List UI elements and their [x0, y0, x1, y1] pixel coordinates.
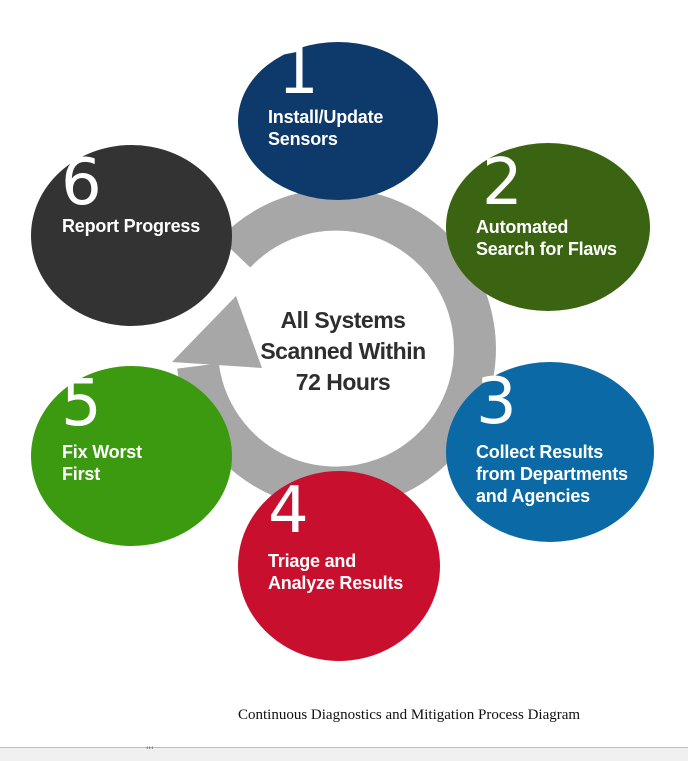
- step-number: 2: [482, 146, 523, 220]
- center-label: All Systems Scanned Within 72 Hours: [248, 305, 438, 398]
- cycle-ring-arc-body: [177, 188, 496, 509]
- step-number: 1: [278, 35, 319, 109]
- bottom-scroll-bar[interactable]: ''': [0, 746, 688, 761]
- step-2-automated-search: 2 Automated Search for Flaws: [446, 143, 650, 311]
- step-label-line: and Agencies: [476, 486, 590, 506]
- step-label-line: Search for Flaws: [476, 239, 617, 259]
- cycle-arrowhead: [172, 296, 262, 368]
- step-label: Triage and Analyze Results: [268, 550, 403, 594]
- figure-caption-text: Continuous Diagnostics and Mitigation Pr…: [238, 707, 581, 723]
- step-label-line: Fix Worst: [62, 442, 142, 462]
- step-1-install-update-sensors: 1 Install/Update Sensors: [238, 35, 438, 200]
- step-label-line: Collect Results: [476, 442, 604, 462]
- step-label: Automated Search for Flaws: [476, 216, 617, 260]
- step-label-line: Install/Update: [268, 107, 384, 127]
- step-number: 3: [476, 365, 517, 439]
- step-number: 4: [268, 474, 309, 548]
- step-label: Fix Worst First: [62, 441, 142, 485]
- step-label: Install/Update Sensors: [268, 106, 383, 150]
- step-label-line: Triage and: [268, 551, 357, 571]
- step-label-line: Automated: [476, 217, 569, 237]
- step-label-line: from Departments: [476, 464, 628, 484]
- scroll-marker: ''': [146, 746, 154, 756]
- step-number: 5: [61, 367, 102, 441]
- step-label: Collect Results from Departments and Age…: [476, 441, 628, 507]
- center-label-line-2: Scanned Within: [260, 338, 426, 364]
- step-label-line: Report Progress: [62, 216, 201, 236]
- step-4-triage-analyze: 4 Triage and Analyze Results: [238, 471, 440, 661]
- step-6-report-progress: 6 Report Progress: [31, 145, 232, 326]
- step-label-line: First: [62, 464, 101, 484]
- step-5-fix-worst-first: 5 Fix Worst First: [31, 366, 232, 546]
- step-label-line: Analyze Results: [268, 573, 404, 593]
- center-label-line-1: All Systems: [280, 307, 406, 333]
- center-label-line-3: 72 Hours: [295, 369, 391, 395]
- step-3-collect-results: 3 Collect Results from Departments and A…: [446, 362, 654, 542]
- step-label: Report Progress: [62, 215, 200, 237]
- step-number: 6: [61, 146, 102, 220]
- step-label-line: Sensors: [268, 129, 338, 149]
- figure-caption: Continuous Diagnostics and Mitigation Pr…: [0, 707, 688, 724]
